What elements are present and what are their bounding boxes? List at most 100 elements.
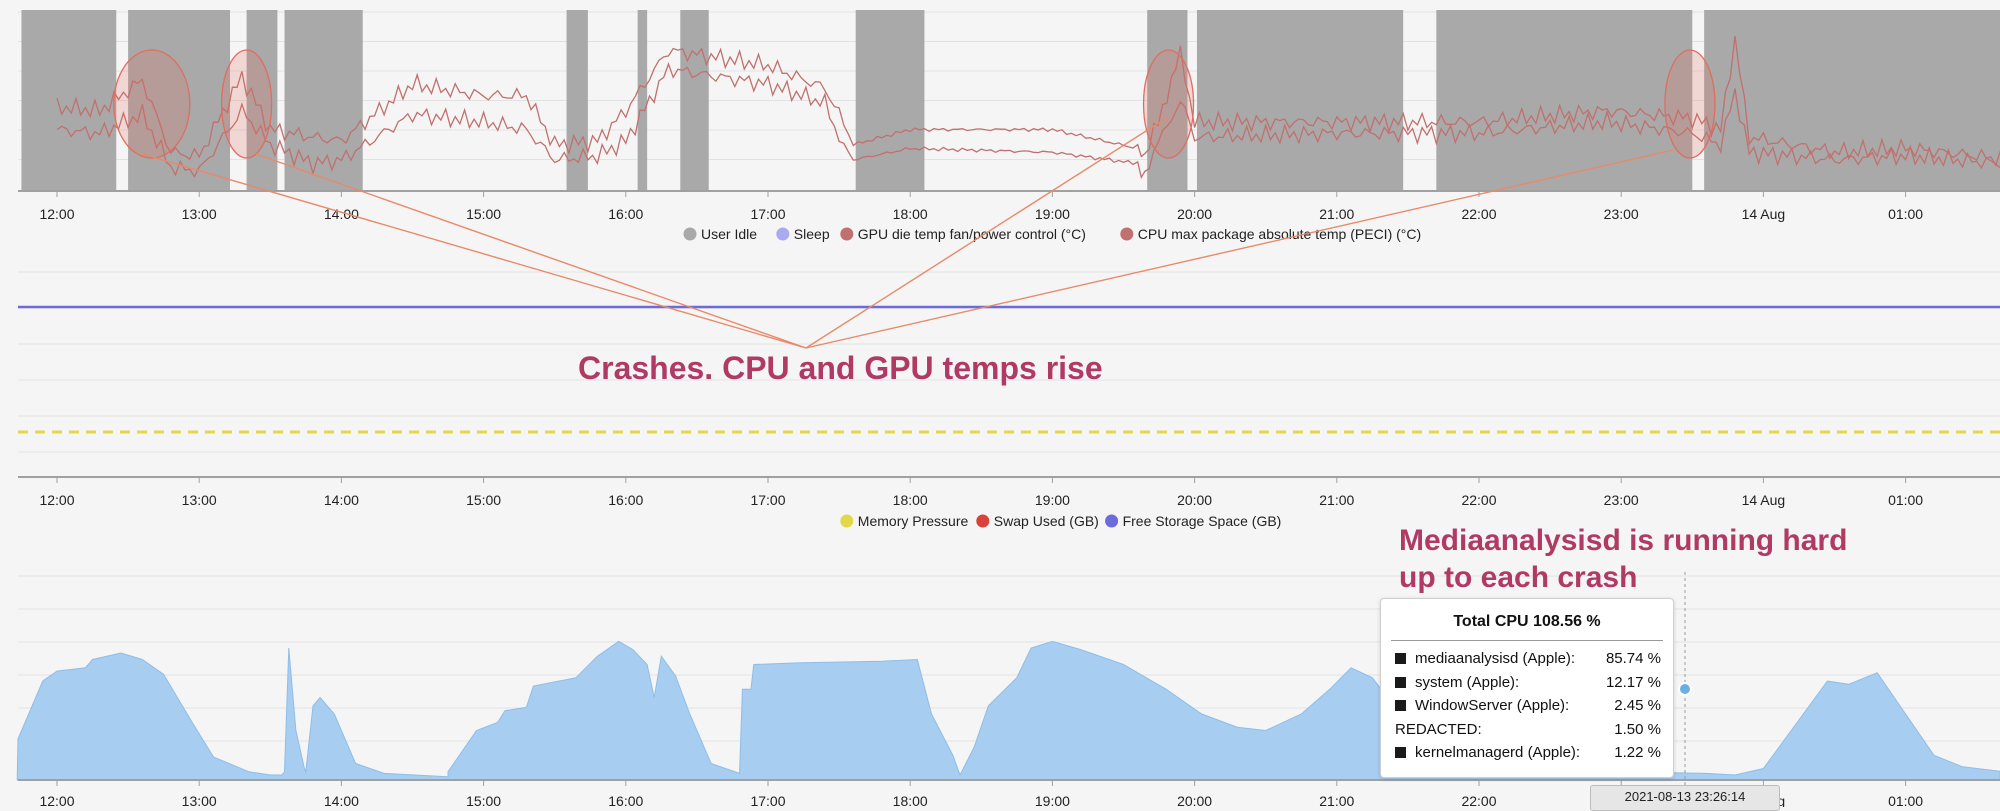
annotation-connector	[805, 149, 1674, 349]
x-tick-label: 21:00	[1319, 206, 1354, 222]
x-tick-label: 22:00	[1461, 793, 1496, 807]
annotation-connector	[141, 153, 807, 349]
x-tick-label: 12:00	[39, 206, 74, 222]
mediaanalysisd-annotation-line1: Mediaanalysisd is running hard	[1399, 524, 1848, 557]
x-tick-label: 14 Aug	[1742, 206, 1786, 222]
user-idle-band	[1436, 10, 1693, 190]
legend-label: Free Storage Space (GB)	[1123, 513, 1282, 529]
legend-label: Sleep	[794, 226, 830, 242]
crash-highlight-ellipse	[113, 49, 191, 159]
user-idle-band	[1704, 10, 2000, 190]
cpu-usage-chart: 12:00 13:00 14:00 15:00 16:00 17:00 18:00 19:00…	[16, 572, 2000, 807]
tooltip-title: Total CPU 108.56 %	[1453, 613, 1601, 630]
tooltip-row-value: 2.45 %	[1614, 697, 1661, 714]
legend-label: User Idle	[701, 226, 757, 242]
temperature-series-line	[56, 35, 2000, 167]
mediaanalysisd-annotation-line2: up to each crash	[1399, 561, 1638, 594]
x-tick-label: 15:00	[466, 206, 501, 222]
x-tick-label: 01:00	[1888, 206, 1923, 222]
annotation-connector	[805, 116, 1169, 349]
x-tick-label: 19:00	[1035, 492, 1070, 508]
x-tick-label: 13:00	[182, 492, 217, 508]
tooltip-row-label: kernelmanagerd (Apple):	[1415, 744, 1581, 761]
x-tick-label: 20:00	[1177, 206, 1212, 222]
crosshair-timestamp: 2021-08-13 23:26:14	[1590, 785, 1780, 811]
user-idle-band	[637, 10, 648, 190]
x-tick-label: 21:00	[1319, 793, 1354, 807]
temperature-series-line	[56, 62, 2000, 180]
x-tick-label: 01:00	[1888, 492, 1923, 508]
crash-highlight-ellipse	[1142, 49, 1195, 159]
x-tick-label: 15:00	[466, 793, 501, 807]
tooltip-divider	[1391, 640, 1663, 641]
tooltip-row-label: WindowServer (Apple):	[1415, 697, 1570, 714]
tooltip-row: REDACTED: 1.50 %	[1395, 718, 1661, 742]
memory-storage-chart: 12:00 13:00 14:00 15:00 16:00 17:00 18:00 19:00…	[18, 271, 2000, 529]
x-tick-label: 18:00	[893, 206, 928, 222]
tooltip-row-label: system (Apple):	[1415, 673, 1520, 691]
process-color-square	[1395, 653, 1406, 664]
tooltip-row-value: 12.17 %	[1605, 673, 1661, 691]
tooltip-row-value: 1.50 %	[1614, 720, 1661, 738]
user-idle-band	[566, 10, 588, 190]
process-color-square	[1395, 700, 1406, 711]
x-tick-label: 16:00	[608, 492, 643, 508]
user-idle-band	[21, 10, 117, 190]
x-tick-label: 18:00	[893, 492, 928, 508]
crosshair-point	[1678, 682, 1692, 696]
legend-swatch	[1120, 227, 1134, 241]
user-idle-band	[855, 10, 925, 190]
legend-swatch	[840, 514, 854, 528]
legend-swatch	[1105, 514, 1119, 528]
tooltip-row: kernelmanagerd (Apple): 1.22 %	[1395, 741, 1661, 765]
legend-swatch	[976, 514, 990, 528]
legend-label: CPU max package absolute temp (PECI) (°C…	[1138, 226, 1421, 242]
x-tick-label: 17:00	[750, 793, 785, 807]
user-idle-band	[128, 10, 231, 190]
tooltip-row-label: REDACTED:	[1395, 720, 1482, 738]
crash-annotation: Crashes. CPU and GPU temps rise	[578, 350, 1103, 386]
annotation-connector	[255, 153, 807, 349]
tooltip-row: WindowServer (Apple): 2.45 %	[1395, 694, 1661, 718]
x-tick-label: 17:00	[750, 492, 785, 508]
temperature-chart: 12:00 13:00 14:00 15:00 16:00 17:00 18:00 19:00…	[18, 10, 2000, 242]
crash-highlight-ellipse	[220, 49, 273, 159]
legend-label: Swap Used (GB)	[994, 513, 1099, 529]
x-tick-label: 13:00	[182, 206, 217, 222]
x-tick-label: 17:00	[750, 206, 785, 222]
user-idle-band	[680, 10, 709, 190]
legend-label: Memory Pressure	[858, 513, 969, 529]
x-tick-label: 16:00	[608, 793, 643, 807]
mediaanalysisd-annotation: Mediaanalysisd is running hard up to eac…	[1399, 522, 1919, 596]
x-tick-label: 20:00	[1177, 793, 1212, 807]
x-tick-label: 19:00	[1035, 793, 1070, 807]
tooltip-row-label: mediaanalysisd (Apple):	[1415, 650, 1576, 667]
process-color-square	[1395, 676, 1406, 688]
x-tick-label: 19:00	[1035, 206, 1070, 222]
legend-swatch	[776, 227, 790, 241]
x-tick-label: 21:00	[1319, 492, 1354, 508]
x-tick-label: 23:00	[1604, 206, 1639, 222]
x-tick-label: 01:00	[1888, 793, 1923, 807]
tooltip-row: mediaanalysisd (Apple): 85.74 %	[1395, 647, 1661, 671]
x-tick-label: 14 Aug	[1742, 492, 1786, 508]
tooltip-row-value: 85.74 %	[1605, 650, 1661, 667]
crash-highlight-ellipse	[1664, 49, 1716, 159]
x-tick-label: 14:00	[324, 793, 359, 807]
x-tick-label: 12:00	[39, 492, 74, 508]
x-tick-label: 14:00	[324, 492, 359, 508]
total-cpu-area	[16, 640, 2000, 781]
x-tick-label: 16:00	[608, 206, 643, 222]
tooltip-row: system (Apple): 12.17 %	[1395, 671, 1661, 695]
legend-label: GPU die temp fan/power control (°C)	[858, 226, 1086, 242]
process-color-square	[1395, 747, 1406, 758]
x-tick-label: 15:00	[466, 492, 501, 508]
x-tick-label: 18:00	[893, 793, 928, 807]
x-tick-label: 13:00	[182, 793, 217, 807]
x-tick-label: 20:00	[1177, 492, 1212, 508]
x-tick-label: 22:00	[1461, 492, 1496, 508]
x-tick-label: 12:00	[39, 793, 74, 807]
user-idle-band	[1196, 10, 1404, 190]
